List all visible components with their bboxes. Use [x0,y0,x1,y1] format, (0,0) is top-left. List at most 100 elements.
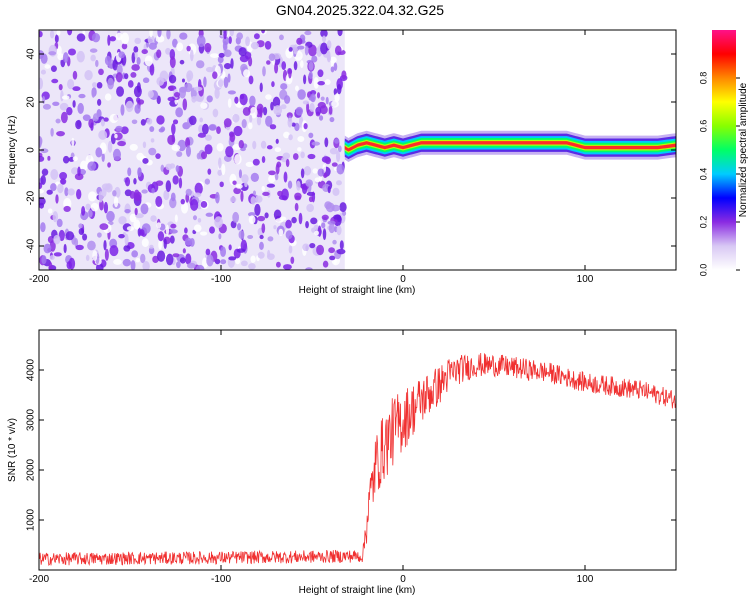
noise-speckle [129,213,137,223]
noise-speckle [331,162,338,167]
noise-speckle [274,62,279,74]
noise-speckle [175,107,183,118]
snr-y-ticks: 1000 2000 3000 4000 [26,358,676,531]
noise-speckle [248,263,256,270]
noise-speckle [116,86,125,97]
noise-speckle [339,240,344,250]
snr-y-label: SNR (10 * v/v) [7,418,18,482]
noise-speckle [90,202,99,212]
noise-speckle [259,234,264,240]
noise-speckle [46,189,53,195]
noise-speckle [163,189,170,201]
noise-speckle [278,195,288,201]
noise-speckle [39,77,44,90]
noise-speckle [333,214,342,220]
y-tick-label: -20 [26,190,37,205]
noise-speckle [40,222,46,233]
noise-speckle [238,140,245,149]
colorbar-tick-label: 0.0 [698,264,708,277]
noise-speckle [63,243,67,254]
noise-speckle [60,90,64,102]
noise-speckle [39,197,46,206]
noise-speckle [324,79,331,85]
noise-speckle [324,137,329,148]
noise-speckle [152,255,159,264]
noise-speckle [166,30,171,40]
noise-speckle [300,151,305,159]
noise-speckle [41,168,49,176]
noise-speckle [305,220,309,229]
noise-speckle [194,97,204,102]
spectrogram-y-label: Frequency (Hz) [7,116,18,185]
noise-speckle [185,188,192,196]
noise-speckle [148,42,157,50]
noise-speckle [214,216,223,229]
noise-speckle [311,141,321,146]
noise-speckle [194,182,203,195]
noise-speckle [279,34,284,41]
noise-speckle [91,32,101,43]
noise-speckle [160,126,166,132]
noise-speckle [99,223,109,230]
noise-speckle [197,217,202,223]
noise-speckle [335,180,342,186]
spectrogram-y-ticks: -40 -20 0 20 40 [26,48,676,253]
noise-speckle [248,122,253,130]
noise-speckle [326,40,332,50]
noise-speckle [204,42,212,53]
noise-speckle [200,201,208,208]
noise-speckle [78,93,86,99]
noise-speckle [261,30,265,34]
noise-speckle [112,190,117,197]
noise-speckle [309,242,316,249]
noise-speckle [103,240,107,251]
noise-speckle [216,126,221,135]
noise-speckle [92,250,98,262]
noise-speckle [155,153,161,160]
noise-speckle [227,98,232,108]
noise-speckle [148,246,155,255]
noise-speckle [244,181,248,188]
noise-speckle [124,233,129,246]
noise-speckle [104,55,112,66]
noise-speckle [75,244,84,251]
noise-speckle [44,64,51,69]
noise-speckle [131,64,140,71]
noise-speckle [97,98,102,106]
noise-speckle [195,264,205,270]
noise-speckle [322,228,327,241]
noise-speckle [305,179,313,187]
noise-speckle [169,235,175,244]
noise-speckle [176,151,183,157]
noise-speckle [328,247,335,254]
noise-speckle [202,123,209,135]
noise-speckle [247,234,254,239]
noise-speckle [55,194,59,204]
noise-speckle [205,212,214,217]
noise-speckle [125,177,131,187]
noise-speckle [276,161,282,168]
noise-speckle [264,40,272,50]
figure-title: GN04.2025.322.04.32.G25 [276,2,444,18]
noise-speckle [39,182,43,189]
noise-speckle [313,77,319,89]
noise-speckle [228,244,232,251]
noise-speckle [155,180,164,187]
noise-speckle [274,147,282,153]
noise-speckle [298,212,303,225]
noise-speckle [165,253,174,266]
x-tick-label: 0 [400,574,406,585]
noise-speckle [271,81,275,88]
noise-speckle [95,147,103,158]
noise-speckle [181,78,185,83]
noise-speckle [184,237,192,246]
colorbar-tick-label: 0.4 [698,168,708,181]
noise-speckle [131,52,136,64]
noise-speckle [171,123,176,135]
noise-speckle [172,253,180,258]
noise-speckle [280,104,287,110]
noise-speckle [266,183,276,188]
noise-speckle [48,51,57,56]
noise-speckle [209,226,215,234]
noise-speckle [142,157,149,164]
